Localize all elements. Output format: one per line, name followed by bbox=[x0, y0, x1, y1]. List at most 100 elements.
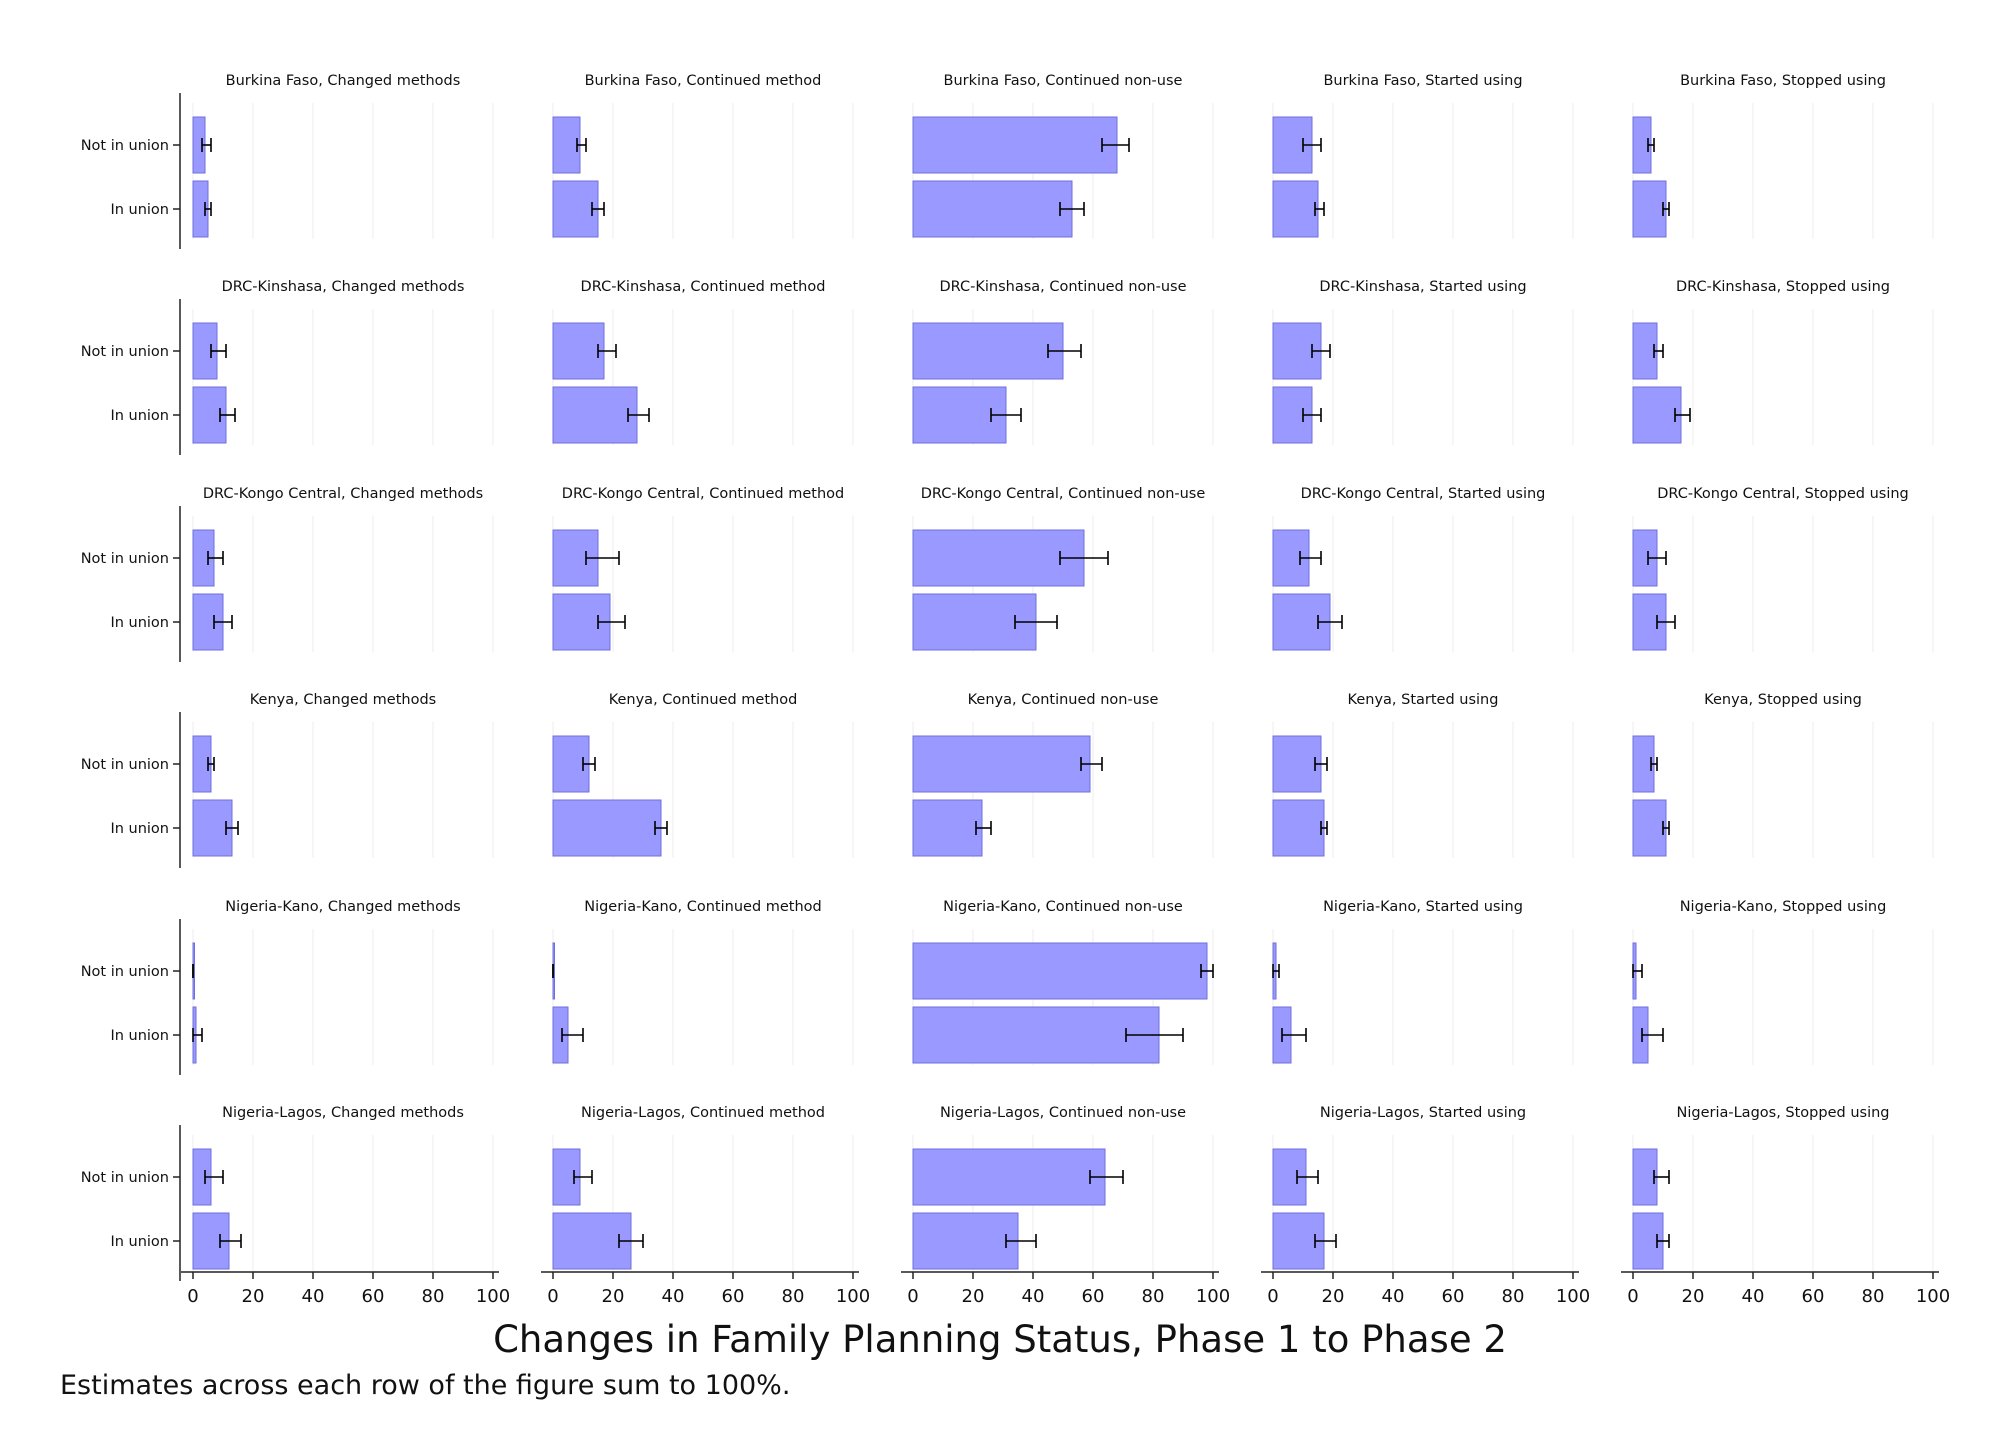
x-tick-label: 80 bbox=[1862, 1286, 1885, 1307]
panel-title: Nigeria-Lagos, Continued non-use bbox=[940, 1105, 1186, 1121]
x-tick-label: 60 bbox=[362, 1286, 385, 1307]
panel-title: DRC-Kongo Central, Stopped using bbox=[1657, 486, 1909, 502]
x-tick-label: 0 bbox=[1267, 1286, 1278, 1307]
bar bbox=[1632, 322, 1658, 380]
bar bbox=[1632, 799, 1667, 857]
bar bbox=[912, 322, 1064, 380]
panel-title: DRC-Kongo Central, Changed methods bbox=[203, 486, 483, 502]
category-label: Not in union bbox=[81, 138, 169, 154]
category-label: In union bbox=[110, 1234, 169, 1250]
panel-title: Burkina Faso, Stopped using bbox=[1680, 73, 1886, 89]
panel-title: DRC-Kongo Central, Continued method bbox=[562, 486, 844, 502]
panel-title: Nigeria-Kano, Changed methods bbox=[225, 899, 460, 915]
x-tick-label: 0 bbox=[1627, 1286, 1638, 1307]
x-tick-label: 80 bbox=[1502, 1286, 1525, 1307]
bar bbox=[1632, 386, 1682, 444]
panel-title: Burkina Faso, Continued method bbox=[585, 73, 822, 89]
x-tick-label: 20 bbox=[1322, 1286, 1345, 1307]
x-tick-label: 60 bbox=[1442, 1286, 1465, 1307]
x-tick-label: 100 bbox=[1196, 1286, 1230, 1307]
panel-title: DRC-Kongo Central, Continued non-use bbox=[921, 486, 1206, 502]
bar bbox=[912, 180, 1073, 238]
bar bbox=[1272, 735, 1322, 793]
panel-title: Nigeria-Lagos, Changed methods bbox=[222, 1105, 464, 1121]
category-label: In union bbox=[110, 615, 169, 631]
category-label: Not in union bbox=[81, 1170, 169, 1186]
bar bbox=[552, 799, 662, 857]
bar bbox=[912, 1006, 1160, 1064]
bar bbox=[912, 1148, 1106, 1206]
x-tick-label: 60 bbox=[1802, 1286, 1825, 1307]
panel-title: Nigeria-Kano, Stopped using bbox=[1680, 899, 1887, 915]
chart-title: Changes in Family Planning Status, Phase… bbox=[493, 1318, 1507, 1361]
bar bbox=[912, 1212, 1019, 1270]
x-tick-label: 20 bbox=[602, 1286, 625, 1307]
x-tick-label: 0 bbox=[547, 1286, 558, 1307]
panel-title: Burkina Faso, Changed methods bbox=[226, 73, 461, 89]
x-tick-label: 40 bbox=[1742, 1286, 1765, 1307]
bar bbox=[912, 735, 1091, 793]
panel-title: DRC-Kinshasa, Continued non-use bbox=[939, 279, 1186, 295]
bar bbox=[1272, 799, 1325, 857]
x-tick-label: 40 bbox=[1022, 1286, 1045, 1307]
category-label: Not in union bbox=[81, 551, 169, 567]
panel-title: DRC-Kinshasa, Started using bbox=[1319, 279, 1526, 295]
panel-title: DRC-Kinshasa, Stopped using bbox=[1676, 279, 1890, 295]
x-tick-label: 100 bbox=[1556, 1286, 1590, 1307]
panel-title: Nigeria-Kano, Continued non-use bbox=[943, 899, 1183, 915]
x-tick-label: 100 bbox=[1916, 1286, 1950, 1307]
x-tick-label: 20 bbox=[1682, 1286, 1705, 1307]
bar bbox=[552, 322, 605, 380]
bar bbox=[1632, 1148, 1658, 1206]
panel-title: DRC-Kongo Central, Started using bbox=[1301, 486, 1546, 502]
category-label: In union bbox=[110, 202, 169, 218]
panel-title: DRC-Kinshasa, Continued method bbox=[581, 279, 826, 295]
x-tick-label: 100 bbox=[476, 1286, 510, 1307]
bar bbox=[552, 116, 581, 174]
x-tick-label: 80 bbox=[782, 1286, 805, 1307]
chart-note: Estimates across each row of the figure … bbox=[60, 1370, 791, 1401]
panel-title: Nigeria-Lagos, Stopped using bbox=[1677, 1105, 1890, 1121]
x-tick-label: 80 bbox=[422, 1286, 445, 1307]
x-tick-label: 40 bbox=[1382, 1286, 1405, 1307]
x-tick-label: 80 bbox=[1142, 1286, 1165, 1307]
panel-title: Kenya, Continued method bbox=[609, 692, 798, 708]
category-label: In union bbox=[110, 1028, 169, 1044]
x-tick-label: 60 bbox=[1082, 1286, 1105, 1307]
category-label: In union bbox=[110, 821, 169, 837]
panel-title: Nigeria-Kano, Continued method bbox=[584, 899, 822, 915]
bar bbox=[912, 942, 1208, 1000]
x-tick-label: 20 bbox=[242, 1286, 265, 1307]
category-label: In union bbox=[110, 408, 169, 424]
bar bbox=[552, 1212, 632, 1270]
panel-title: Nigeria-Lagos, Continued method bbox=[581, 1105, 825, 1121]
bar bbox=[912, 116, 1118, 174]
panel-title: Burkina Faso, Started using bbox=[1323, 73, 1522, 89]
category-label: Not in union bbox=[81, 344, 169, 360]
x-tick-label: 40 bbox=[302, 1286, 325, 1307]
x-tick-label: 20 bbox=[962, 1286, 985, 1307]
x-tick-label: 40 bbox=[662, 1286, 685, 1307]
x-tick-label: 0 bbox=[187, 1286, 198, 1307]
panel-title: Kenya, Changed methods bbox=[250, 692, 436, 708]
panel-title: Nigeria-Lagos, Started using bbox=[1320, 1105, 1526, 1121]
panel-title: Burkina Faso, Continued non-use bbox=[944, 73, 1183, 89]
category-label: Not in union bbox=[81, 757, 169, 773]
x-tick-label: 60 bbox=[722, 1286, 745, 1307]
panel-title: DRC-Kinshasa, Changed methods bbox=[222, 279, 465, 295]
panel-title: Kenya, Started using bbox=[1348, 692, 1499, 708]
panel-title: Nigeria-Kano, Started using bbox=[1323, 899, 1523, 915]
bar bbox=[912, 799, 983, 857]
panel-title: Kenya, Continued non-use bbox=[968, 692, 1159, 708]
bar bbox=[552, 386, 638, 444]
x-tick-label: 0 bbox=[907, 1286, 918, 1307]
bar bbox=[1272, 180, 1319, 238]
bar bbox=[552, 735, 590, 793]
panel-title: Kenya, Stopped using bbox=[1704, 692, 1862, 708]
x-tick-label: 100 bbox=[836, 1286, 870, 1307]
bar bbox=[912, 529, 1085, 587]
bar bbox=[1632, 180, 1667, 238]
category-label: Not in union bbox=[81, 964, 169, 980]
